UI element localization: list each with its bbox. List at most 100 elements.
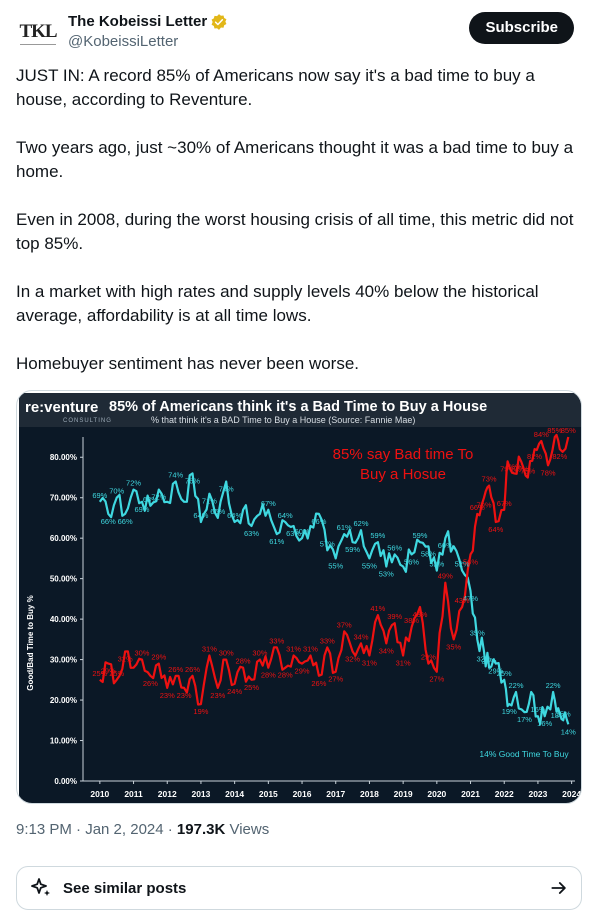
good-data-label: 52%	[429, 560, 444, 569]
author-names: The Kobeissi Letter @KobeissiLetter	[68, 12, 228, 52]
good-data-label: 18%	[551, 711, 566, 720]
bad-data-label: 30%	[134, 649, 149, 658]
bad-data-label: 32%	[345, 654, 360, 663]
x-tick-label: 2021	[461, 789, 480, 799]
bad-data-label: 31%	[396, 659, 411, 668]
good-data-label: 66%	[118, 517, 133, 526]
y-tick-label: 20.00%	[50, 696, 77, 705]
bad-data-label: 24%	[227, 687, 242, 696]
chart-image[interactable]: re:venture CONSULTING 85% of Americans t…	[16, 390, 582, 804]
subscribe-button[interactable]: Subscribe	[469, 12, 574, 44]
good-data-label: 74%	[219, 485, 234, 494]
good-data-label: 65%	[210, 507, 225, 516]
good-data-label: 63%	[286, 529, 301, 538]
good-data-label: 14%	[561, 727, 576, 736]
bad-data-label: 29%	[101, 667, 116, 676]
good-data-label: 16%	[537, 719, 552, 728]
grid-layer: 0.00% 10.00% 20.00% 30.00% 40.00% 50.00% 60.00…	[50, 437, 581, 799]
author-handle[interactable]: @KobeissiLetter	[68, 33, 179, 50]
y-tick-label: 40.00%	[50, 615, 77, 624]
x-tick-label: 2015	[259, 789, 278, 799]
x-tick-label: 2014	[225, 789, 244, 799]
good-data-label: 59%	[412, 531, 427, 540]
good-data-label: 72%	[151, 493, 166, 502]
bad-data-label: 75%	[520, 466, 535, 475]
good-data-label: 67%	[261, 499, 276, 508]
bad-data-label: 31%	[286, 645, 301, 654]
bad-data-label: 29%	[151, 653, 166, 662]
tweet-paragraph: Even in 2008, during the worst housing c…	[16, 210, 574, 253]
chart-background	[19, 393, 581, 803]
good-annotation: 14% Good Time To Buy	[479, 749, 569, 759]
bad-data-label: 35%	[446, 642, 461, 651]
bad-data-label: 31%	[202, 645, 217, 654]
bad-data-label: 25%	[109, 669, 124, 678]
tweet-text: JUST IN: A record 85% of Americans now s…	[16, 64, 582, 400]
bad-data-label: 39%	[387, 612, 402, 621]
good-data-label: 64%	[278, 511, 293, 520]
good-data-label: 60%	[438, 541, 453, 550]
bad-data-label: 38%	[404, 616, 419, 625]
author-display-name[interactable]: The Kobeissi Letter	[68, 12, 228, 32]
y-tick-label: 30.00%	[50, 656, 77, 665]
chart-title: 85% of Americans think it's a Bad Time t…	[109, 399, 487, 415]
timestamp[interactable]: 9:13 PM · Jan 2, 2024 ·	[16, 821, 177, 838]
bad-data-label: 23%	[177, 691, 192, 700]
y-tick-label: 60.00%	[50, 534, 77, 543]
good-data-label: 71%	[202, 497, 217, 506]
good-data-label: 55%	[362, 561, 377, 570]
bad-annotation-line2: Buy a Hosue	[360, 466, 446, 483]
bad-data-label: 27%	[429, 675, 444, 684]
good-data-label: 29%	[488, 667, 503, 676]
good-data-label: 35%	[470, 628, 485, 637]
bad-data-label: 25%	[244, 683, 259, 692]
see-similar-posts-button[interactable]: See similar posts	[16, 866, 582, 910]
bad-data-label: 85%	[547, 426, 562, 435]
bad-data-label: 79%	[500, 464, 515, 473]
avatar-rule	[20, 44, 56, 45]
tweet-header: TKL The Kobeissi Letter @KobeissiLetter …	[16, 10, 582, 54]
bad-data-label: 23%	[210, 691, 225, 700]
bad-data-label: 31%	[362, 659, 377, 668]
bad-data-label: 33%	[320, 636, 335, 645]
bad-data-label: 32%	[118, 654, 133, 663]
chart-subtitle: % that think it's a BAD Time to Buy a Ho…	[151, 415, 415, 425]
good-data-label: 56%	[387, 543, 402, 552]
good-data-label: 62%	[354, 519, 369, 528]
bad-data-label: 70%	[477, 501, 492, 510]
bad-data-label: 82%	[552, 452, 567, 461]
bad-data-label: 34%	[379, 646, 394, 655]
bad-annotation-line1: 85% say Bad time To	[333, 446, 474, 463]
good-data-label: 22%	[509, 681, 524, 690]
bad-data-label: 23%	[160, 691, 175, 700]
bad-data-label: 27%	[328, 675, 343, 684]
chart-svg: re:venture CONSULTING 85% of Americans t…	[19, 393, 581, 803]
bad-data-label: 26%	[311, 679, 326, 688]
good-data-label: 58%	[421, 549, 436, 558]
good-data-label: 28%	[482, 657, 497, 666]
x-tick-label: 2016	[293, 789, 312, 799]
good-data-label: 64%	[227, 511, 242, 520]
good-data-label: 19%	[502, 707, 517, 716]
bad-data-label: 29%	[421, 653, 436, 662]
good-data-label: 17%	[517, 715, 532, 724]
bad-data-label: 41%	[370, 604, 385, 613]
tweet-paragraph: JUST IN: A record 85% of Americans now s…	[16, 66, 535, 109]
bad-data-label: 28%	[278, 671, 293, 680]
good-data-label: 15%	[556, 709, 571, 718]
bad-data-label: 49%	[438, 572, 453, 581]
y-tick-label: 50.00%	[50, 575, 77, 584]
bad-data-label: 30%	[219, 649, 234, 658]
good-data-label: 55%	[328, 561, 343, 570]
bad-data-label: 64%	[488, 525, 503, 534]
bad-data-label: 67%	[497, 499, 512, 508]
tweet-paragraph: Two years ago, just ~30% of Americans th…	[16, 138, 574, 181]
avatar[interactable]: TKL	[16, 14, 60, 50]
good-data-label: 69%	[92, 491, 107, 500]
good-data-label: 74%	[168, 471, 183, 480]
bad-data-label: 26%	[143, 679, 158, 688]
bad-data-label: 43%	[412, 610, 427, 619]
display-name-text: The Kobeissi Letter	[68, 13, 208, 30]
bad-data-label: 37%	[337, 620, 352, 629]
good-data-label: 68%	[143, 495, 158, 504]
